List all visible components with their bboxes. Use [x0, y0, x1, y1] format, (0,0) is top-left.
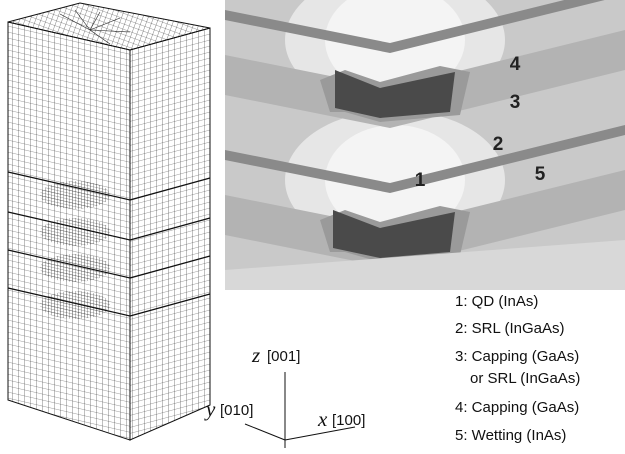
axis-letter: x — [317, 407, 328, 431]
cross-section — [225, 0, 625, 290]
region-label: 2 — [493, 134, 504, 155]
legend-entry: 1: QD (InAs) — [455, 293, 538, 310]
legend-entry: 5: Wetting (InAs) — [455, 427, 566, 444]
axis-index: [100] — [332, 412, 365, 429]
region-label: 4 — [510, 54, 521, 75]
axis-letter: z — [251, 343, 260, 367]
legend-entry: 3: Capping (GaAs) — [455, 348, 579, 365]
legend-entry: 4: Capping (GaAs) — [455, 399, 579, 416]
axis-index: [010] — [220, 402, 253, 419]
figure: 1 2 3 4 5 1: QD (InAs) 2: SRL (InGaAs) 3… — [0, 0, 625, 454]
axis-index: [001] — [267, 348, 300, 365]
axes-triad — [245, 372, 355, 448]
region-label: 1 — [415, 170, 426, 191]
axis-letter: y — [204, 397, 216, 421]
region-label: 3 — [510, 92, 521, 113]
legend: 1: QD (InAs) 2: SRL (InGaAs) 3: Capping … — [455, 293, 580, 444]
mesh-block — [8, 3, 210, 440]
legend-entry: 2: SRL (InGaAs) — [455, 320, 564, 337]
region-label: 5 — [535, 164, 546, 185]
legend-entry: or SRL (InGaAs) — [470, 370, 580, 387]
